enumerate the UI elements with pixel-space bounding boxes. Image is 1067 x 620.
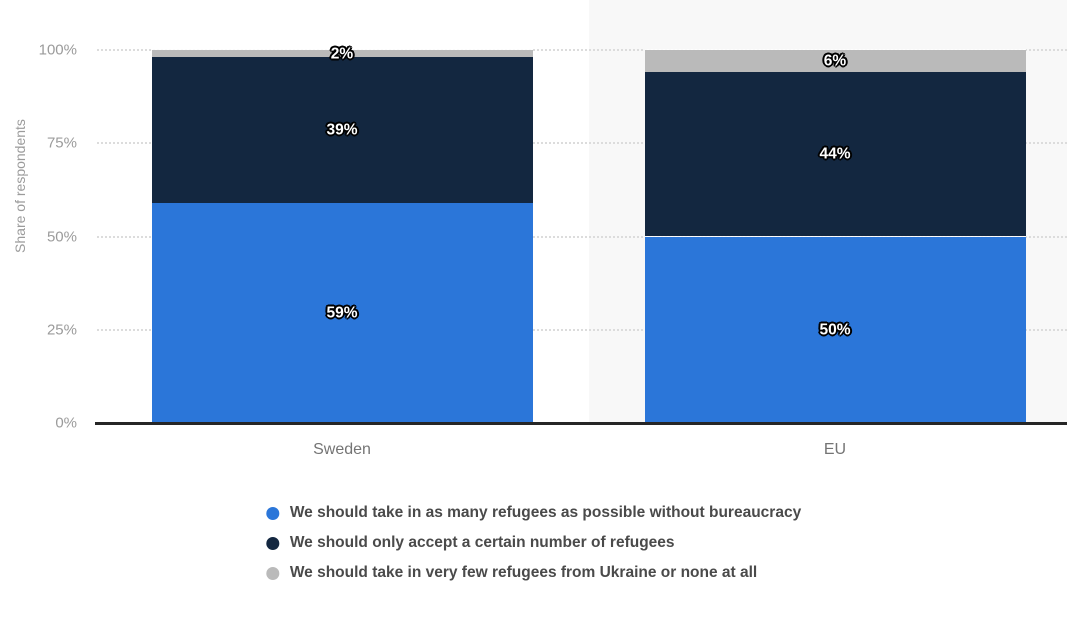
- legend-marker-icon: [265, 506, 279, 520]
- legend-item-label: We should take in as many refugees as po…: [289, 504, 802, 521]
- legend-item-label: We should only accept a certain number o…: [289, 534, 675, 551]
- bar-segment-eu-series3: [644, 50, 1026, 73]
- x-category-label-sweden: Sweden: [313, 441, 371, 458]
- y-tick-label: 100%: [38, 41, 77, 59]
- legend-marker-icon: [265, 566, 279, 580]
- y-tick-label: 75%: [46, 134, 77, 152]
- legend: We should take in as many refugees as po…: [265, 498, 802, 588]
- y-tick-label: 50%: [46, 228, 77, 245]
- x-axis-line: [95, 422, 1067, 425]
- legend-marker-icon: [265, 536, 279, 550]
- y-tick-label: 0%: [55, 414, 77, 432]
- gridline-25%: [97, 328, 1067, 331]
- legend-item-series3[interactable]: We should take in very few refugees from…: [265, 558, 801, 588]
- legend-item-series1[interactable]: We should take in as many refugees as po…: [265, 498, 802, 528]
- legend-item-series2[interactable]: We should only accept a certain number o…: [265, 528, 801, 558]
- gridline-100%: [97, 49, 1067, 51]
- bar-segment-sweden-series2: [151, 57, 533, 203]
- x-category-label-eu: EU: [823, 441, 847, 458]
- y-tick-label: 25%: [46, 321, 77, 339]
- bar-segment-eu-series2: [644, 72, 1026, 237]
- gridline-50%: [97, 235, 1067, 238]
- legend-item-label: We should take in very few refugees from…: [289, 564, 758, 581]
- bar-segment-sweden-series3: [151, 50, 533, 58]
- y-axis-title: Share of respondents: [12, 119, 28, 253]
- bar-segment-sweden-series1: [151, 202, 533, 423]
- bar-segment-eu-series1: [644, 236, 1026, 423]
- gridline-75%: [97, 142, 1067, 145]
